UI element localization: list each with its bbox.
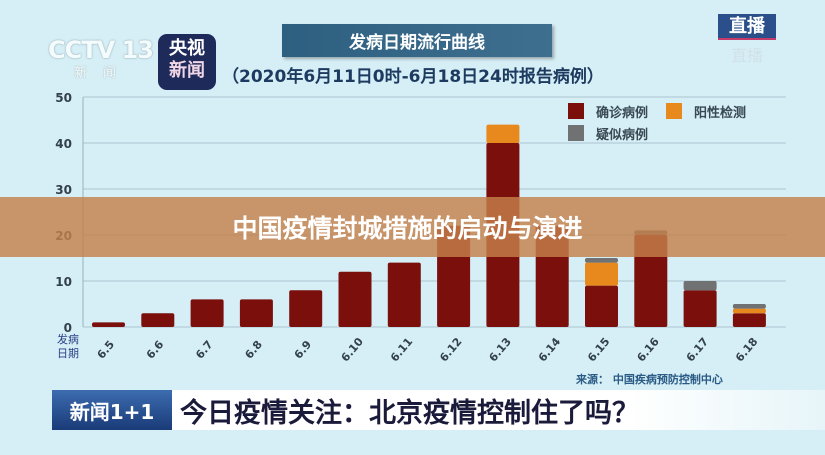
legend-label-suspected: 疑似病例: [596, 127, 649, 143]
x-tick-label: 6.11: [388, 335, 415, 364]
legend-swatch-positive: [666, 103, 683, 119]
y-tick-label: 30: [55, 183, 72, 197]
y-tick-label: 0: [64, 321, 72, 335]
cctv-news-app-logo: 央视 新闻: [158, 34, 216, 90]
news-ticker: 新闻1+1 今日疫情关注：北京疫情控制住了吗？: [52, 390, 825, 430]
x-tick-label: 6.18: [733, 335, 760, 364]
live-badge: 直播: [718, 14, 776, 40]
x-tick-label: 6.10: [339, 335, 367, 364]
cctv13-logo: CCTV 13 新闻: [48, 36, 156, 82]
bar-segment: [289, 290, 323, 327]
legend-item-suspected: 疑似病例: [568, 124, 648, 143]
y-tick-label: 10: [55, 275, 72, 289]
x-axis-label: 发病: [57, 332, 79, 346]
legend-item-positive: 阳性检测: [666, 102, 746, 121]
cctv-logo-sub: 新闻: [74, 66, 133, 81]
x-axis-label: 日期: [57, 347, 79, 360]
x-tick-label: 6.6: [144, 338, 167, 362]
cctv-logo-text: CCTV 13: [48, 36, 154, 64]
x-tick-label: 6.16: [634, 335, 662, 364]
legend-label-positive: 阳性检测: [694, 105, 747, 121]
chart-title: 发病日期流行曲线: [282, 24, 552, 57]
x-tick-label: 6.7: [193, 338, 215, 361]
legend-swatch-confirmed: [568, 103, 584, 119]
chart-legend: 确诊病例 阳性检测 疑似病例: [568, 100, 804, 144]
x-tick-label: 6.8: [242, 338, 264, 361]
legend-swatch-suspected: [568, 125, 584, 141]
app-logo-line1: 央视: [169, 38, 205, 59]
bar-segment: [338, 271, 372, 327]
bar-segment: [141, 313, 175, 327]
legend-label-confirmed: 确诊病例: [596, 105, 649, 121]
bar-segment: [683, 281, 717, 291]
bar-segment: [585, 285, 618, 327]
bar-segment: [239, 299, 273, 327]
bar-segment: [732, 304, 766, 309]
x-tick-label: 6.17: [684, 335, 711, 364]
x-tick-label: 6.13: [487, 335, 514, 364]
y-tick-label: 40: [55, 137, 72, 151]
bar-segment: [585, 262, 618, 286]
live-badge-reflection: 直播: [730, 46, 763, 65]
program-logo: 新闻1+1: [52, 390, 172, 430]
legend-item-confirmed: 确诊病例: [568, 102, 648, 121]
chart-subtitle: （2020年6月11日0时-6月18日24时报告病例）: [222, 67, 604, 87]
bar-segment: [486, 124, 520, 143]
article-title: 中国疫情封城措施的启动与演进: [232, 214, 583, 243]
bar-segment: [732, 313, 766, 327]
x-tick-label: 6.12: [437, 335, 464, 364]
bar-segment: [683, 290, 717, 327]
x-tick-label: 6.9: [292, 338, 314, 361]
bar-segment: [585, 258, 618, 263]
ticker-headline: 今日疫情关注：北京疫情控制住了吗？: [172, 390, 825, 430]
app-logo-line2: 新闻: [169, 60, 205, 81]
bar-segment: [92, 322, 125, 327]
y-tick-label: 50: [55, 91, 72, 105]
data-source: 来源： 中国疾病预防控制中心: [576, 373, 723, 386]
bar-segment: [190, 299, 224, 327]
x-tick-label: 6.14: [536, 335, 564, 364]
x-tick-label: 6.15: [585, 335, 612, 364]
x-tick-label: 6.5: [95, 338, 117, 361]
article-title-banner: 中国疫情封城措施的启动与演进: [0, 197, 825, 257]
bar-segment: [387, 262, 421, 327]
bar-segment: [732, 308, 766, 314]
bar-segment: [634, 235, 668, 327]
